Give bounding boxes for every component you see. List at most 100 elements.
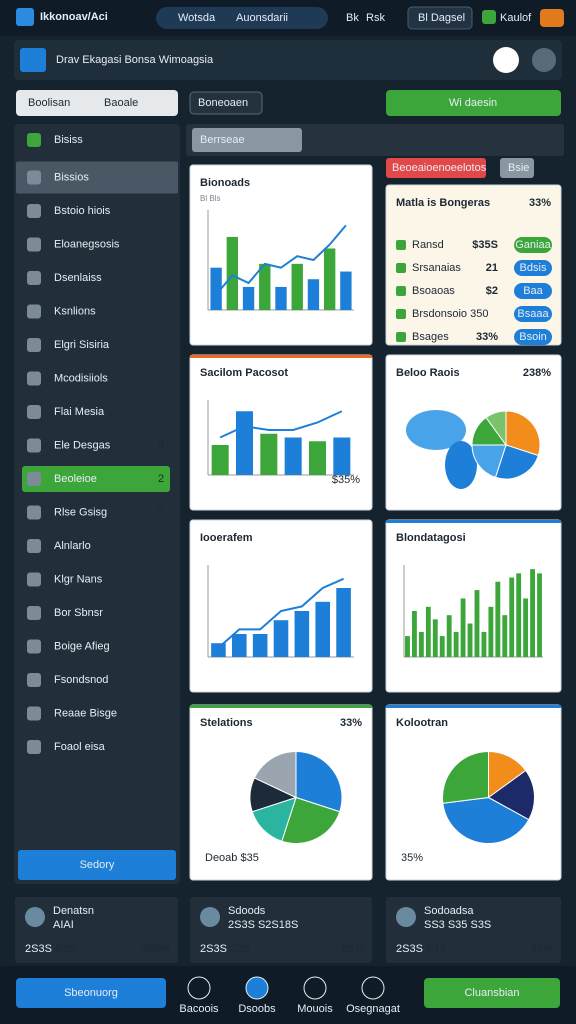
row-pill-label: Bsaaa bbox=[517, 308, 549, 320]
dropdown[interactable] bbox=[407, 6, 473, 30]
nav-icon[interactable] bbox=[361, 976, 385, 1000]
nav-icon bbox=[27, 271, 41, 285]
row-label: Ransd bbox=[412, 239, 444, 251]
pie-slice bbox=[442, 750, 489, 804]
stat-right: 335% bbox=[142, 943, 170, 955]
nav-icon bbox=[27, 204, 41, 218]
card-accent bbox=[386, 520, 561, 523]
pie-slice bbox=[487, 769, 535, 821]
bar bbox=[495, 581, 501, 657]
nav-icon[interactable] bbox=[303, 976, 327, 1000]
dropdown-label: Boneoaen bbox=[198, 97, 248, 109]
header bbox=[14, 40, 562, 80]
stat-avatar bbox=[396, 907, 416, 927]
primary-button[interactable] bbox=[386, 90, 561, 116]
stat-sub: 2S3S S2S18S bbox=[228, 919, 298, 931]
bar bbox=[432, 619, 438, 657]
nav-item: Fsondsnod bbox=[54, 674, 108, 686]
bar bbox=[502, 615, 508, 657]
search: Wotsda bbox=[178, 12, 216, 24]
search-field[interactable] bbox=[192, 128, 302, 152]
card-title: Bionoads bbox=[200, 177, 250, 189]
nav-item: Bissios bbox=[54, 171, 89, 183]
bar bbox=[284, 437, 302, 475]
stat-name: Sdoods bbox=[228, 905, 266, 917]
card-title: Stelations bbox=[200, 717, 253, 729]
row-pill[interactable] bbox=[514, 283, 552, 299]
sidebar-button-label: Sedory bbox=[80, 859, 115, 871]
nav-item: Ele Desgas bbox=[54, 439, 111, 451]
row-pill[interactable] bbox=[514, 306, 552, 322]
bar bbox=[273, 620, 289, 657]
stat-left: 2S3S bbox=[396, 943, 423, 955]
sidebar-button[interactable] bbox=[18, 850, 176, 880]
bar bbox=[481, 631, 487, 657]
filter-button[interactable] bbox=[500, 158, 534, 178]
nav-icon[interactable] bbox=[187, 976, 211, 1000]
nav-item: Bisiss bbox=[54, 134, 83, 146]
top-link: Bk bbox=[346, 12, 359, 24]
bar bbox=[453, 631, 459, 657]
card-note: 35% bbox=[401, 852, 423, 864]
bar bbox=[291, 263, 303, 310]
nav-item: Reaae Bisge bbox=[54, 707, 117, 719]
nav-item: Flai Mesia bbox=[54, 406, 105, 418]
pie-slice bbox=[471, 444, 507, 478]
row-pill[interactable] bbox=[514, 329, 552, 345]
nav-icon bbox=[27, 304, 41, 319]
dropdown-label: Bl Dagsel bbox=[418, 12, 465, 24]
bar bbox=[211, 445, 229, 475]
bar bbox=[260, 433, 278, 475]
nav-badge: 9 bbox=[158, 439, 164, 451]
bar bbox=[523, 598, 529, 657]
bar bbox=[418, 631, 424, 657]
nav-badge: 2 bbox=[158, 473, 164, 485]
trend-line bbox=[219, 410, 343, 439]
row-label: Srsanaias bbox=[412, 262, 461, 274]
filter-label: Bsie bbox=[508, 162, 529, 174]
nav-icon bbox=[27, 505, 41, 520]
input[interactable] bbox=[16, 90, 178, 116]
nav-icon bbox=[27, 639, 41, 654]
nav-icon bbox=[27, 740, 41, 754]
nav-item: Rlse Gsisg bbox=[54, 506, 107, 518]
search-pill[interactable] bbox=[156, 7, 328, 29]
nav-item: Foaol eisa bbox=[54, 741, 106, 753]
bar bbox=[411, 611, 417, 657]
sidebar bbox=[14, 124, 180, 884]
stat-left: 2S3S bbox=[200, 943, 227, 955]
nav-label: Dsoobs bbox=[238, 1003, 276, 1015]
row-label: Bsages bbox=[412, 331, 449, 343]
nav-icon bbox=[27, 673, 41, 687]
dropdown[interactable] bbox=[189, 91, 263, 115]
search-text: Berrseae bbox=[200, 134, 245, 146]
row-value: $2 bbox=[486, 285, 498, 297]
bar bbox=[210, 267, 222, 310]
card bbox=[385, 184, 562, 346]
pie-slice bbox=[295, 750, 343, 813]
nav-item: Ksnlions bbox=[54, 305, 96, 317]
nav-primary[interactable] bbox=[16, 978, 166, 1008]
nav-action[interactable] bbox=[424, 978, 560, 1008]
settings[interactable] bbox=[532, 48, 556, 72]
row-pill[interactable] bbox=[514, 260, 552, 276]
card-note: Deoab $35 bbox=[205, 852, 259, 864]
stat-left: 2S3S bbox=[25, 943, 52, 955]
avatar[interactable] bbox=[493, 47, 519, 73]
trend-line bbox=[217, 577, 344, 649]
bar bbox=[446, 615, 452, 657]
bar bbox=[235, 411, 254, 475]
bar bbox=[474, 590, 480, 657]
row-icon bbox=[396, 332, 406, 342]
row-pill[interactable] bbox=[514, 237, 552, 253]
nav-icon bbox=[27, 472, 41, 486]
bar bbox=[509, 577, 515, 657]
stat-mid: S3S bbox=[426, 943, 447, 955]
filter-button[interactable] bbox=[386, 158, 486, 178]
nav-item: Eloanegsosis bbox=[54, 238, 120, 250]
nav-icon bbox=[27, 338, 41, 352]
nav-icon[interactable] bbox=[245, 976, 269, 1000]
card-title: Kolootran bbox=[396, 717, 448, 729]
notify[interactable] bbox=[540, 9, 564, 27]
